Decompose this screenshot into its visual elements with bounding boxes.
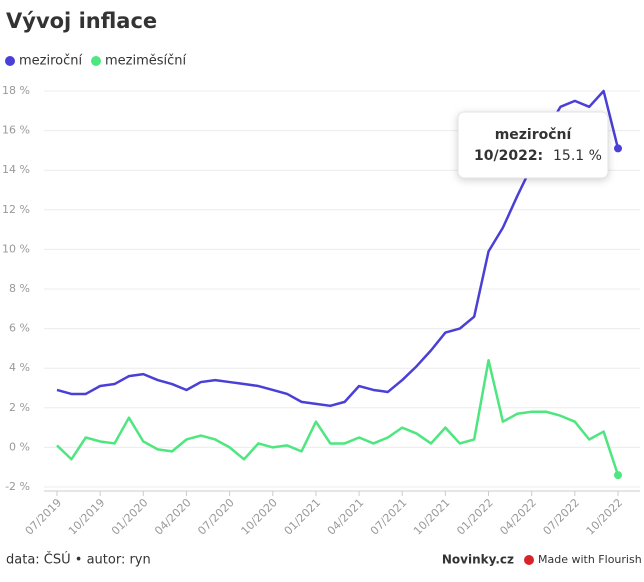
end-point bbox=[614, 471, 622, 480]
y-tick-label: 18 % bbox=[2, 84, 30, 97]
y-tick-label: 2 % bbox=[9, 401, 30, 414]
y-tick-label: 14 % bbox=[2, 163, 30, 176]
x-tick-label: 07/2022 bbox=[541, 496, 583, 538]
tooltip: meziroční 10/2022: 15.1 % bbox=[457, 111, 609, 179]
tooltip-title: meziroční bbox=[495, 127, 573, 143]
x-tick-label: 01/2022 bbox=[454, 496, 496, 538]
legend-label: meziměsíční bbox=[105, 54, 187, 69]
tooltip-label: 10/2022: bbox=[474, 148, 543, 164]
y-tick-label: 8 % bbox=[9, 282, 30, 295]
footer-brand: Novinky.cz bbox=[442, 553, 514, 567]
tooltip-box bbox=[457, 111, 609, 179]
x-tick-label: 04/2022 bbox=[497, 496, 539, 538]
y-tick-label: 6 % bbox=[9, 322, 30, 335]
x-tick-label: 10/2019 bbox=[66, 496, 108, 538]
legend-label: meziroční bbox=[19, 54, 82, 69]
series-line bbox=[56, 89, 620, 408]
y-tick-label: 16 % bbox=[2, 124, 30, 137]
y-tick-label: -2 % bbox=[5, 480, 30, 493]
footer-source: data: ČSÚ • autor: ryn bbox=[6, 552, 151, 568]
y-tick-label: 12 % bbox=[2, 203, 30, 216]
y-tick-label: 4 % bbox=[9, 361, 30, 374]
footer-credit: Made with Flourish bbox=[538, 553, 642, 566]
y-tick-label: 10 % bbox=[2, 242, 30, 255]
chart-title: Vývoj inflace bbox=[6, 9, 157, 33]
legend-swatch bbox=[91, 56, 101, 66]
x-tick-label: 10/2020 bbox=[239, 496, 281, 538]
x-tick-label: 07/2019 bbox=[23, 496, 65, 538]
x-tick-label: 01/2021 bbox=[282, 496, 324, 538]
x-tick-label: 04/2020 bbox=[152, 496, 194, 538]
tooltip-value: 15.1 % bbox=[553, 148, 602, 164]
x-tick-label: 07/2021 bbox=[368, 496, 410, 538]
legend-swatch bbox=[5, 56, 15, 66]
end-point bbox=[614, 144, 622, 153]
x-tick-label: 07/2020 bbox=[195, 496, 237, 538]
x-tick-label: 01/2020 bbox=[109, 496, 151, 538]
x-tick-label: 10/2021 bbox=[411, 496, 453, 538]
x-tick-label: 10/2022 bbox=[584, 496, 626, 538]
y-tick-label: 0 % bbox=[9, 440, 30, 453]
series-line bbox=[56, 359, 620, 476]
x-tick-label: 04/2021 bbox=[325, 496, 367, 538]
flourish-icon bbox=[524, 555, 534, 565]
